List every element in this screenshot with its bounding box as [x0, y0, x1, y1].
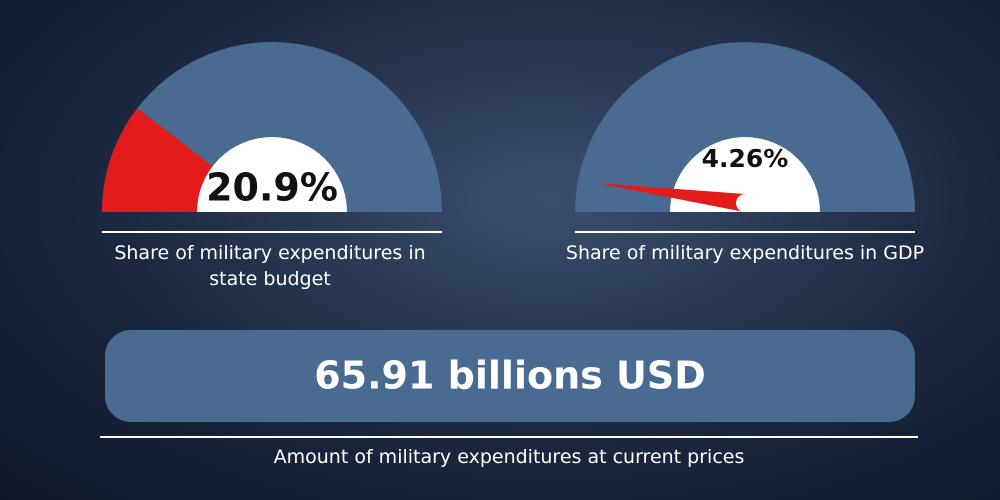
gauge-needle — [596, 182, 747, 212]
gauge-value-label: 20.9% — [206, 166, 338, 210]
headline-caption: Amount of military expenditures at curre… — [273, 446, 745, 468]
gauge-value-label: 4.26% — [702, 144, 789, 173]
headline-box — [105, 330, 915, 422]
gauge-caption: Share of military expenditures in GDP — [565, 242, 925, 264]
gauge-track — [575, 42, 915, 213]
headline-text: 65.91 billions USD — [314, 354, 706, 398]
gauge-caption: Share of military expenditures in state … — [114, 242, 426, 290]
gauge-center — [197, 137, 347, 212]
